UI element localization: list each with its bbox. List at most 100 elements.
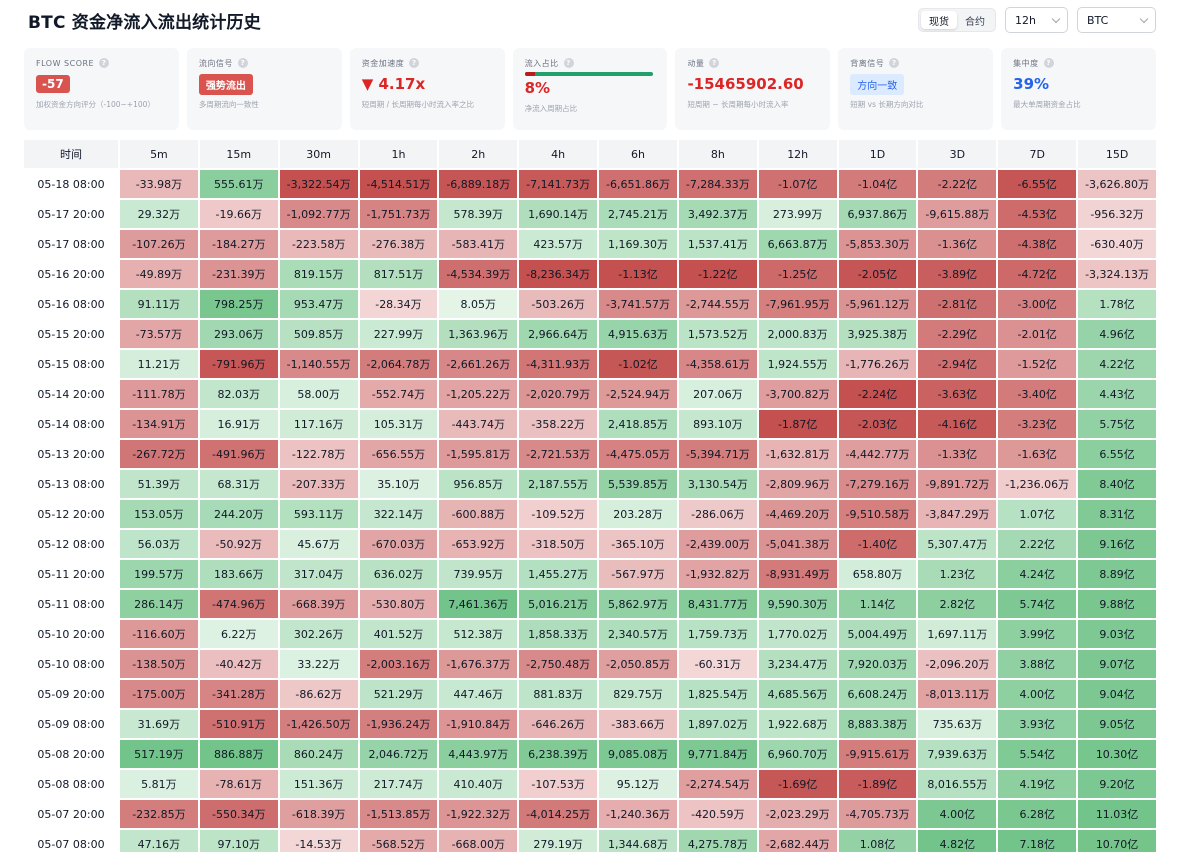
flow-cell: 739.95万 — [439, 560, 518, 588]
flow-cell: -3,847.29万 — [918, 500, 997, 528]
flow-cell: 4.22亿 — [1078, 350, 1156, 378]
flow-cell: -4,014.25万 — [519, 800, 598, 828]
column-header[interactable]: 15m — [199, 140, 278, 168]
row-time: 05-17 20:00 — [24, 200, 118, 228]
flow-cell: -9,615.88万 — [918, 200, 997, 228]
flow-cell: -5,394.71万 — [678, 440, 757, 468]
flow-cell: -207.33万 — [279, 470, 358, 498]
column-header[interactable]: 2h — [439, 140, 518, 168]
table-row: 05-12 20:00 153.05万 244.20万 593.11万 322.14万 -… — [24, 500, 1156, 528]
flow-cell: 203.28万 — [599, 500, 677, 528]
flow-cell: 4,443.97万 — [439, 740, 518, 768]
flow-cell: 199.57万 — [120, 560, 198, 588]
flow-cell: 31.69万 — [120, 710, 198, 738]
flow-cell: -2.29亿 — [918, 320, 997, 348]
help-icon[interactable]: ? — [889, 58, 900, 68]
help-icon[interactable]: ? — [237, 58, 248, 68]
flow-cell: -2,023.29万 — [758, 800, 837, 828]
metric-label: 背离信号? — [850, 57, 981, 69]
row-time: 05-15 20:00 — [24, 320, 118, 348]
help-icon[interactable]: ? — [99, 58, 110, 68]
flow-cell: -4,514.51万 — [359, 170, 438, 198]
column-header[interactable]: 1D — [838, 140, 917, 168]
flow-history-table-container[interactable]: 时间 5m 15m 30m 1h 2h 4h 6h 8h 12h 1D 3D 7D 15D 05-18 0… — [24, 140, 1156, 852]
flow-cell: -2.94亿 — [918, 350, 997, 378]
flow-cell: -49.89万 — [120, 260, 198, 288]
help-icon[interactable]: ? — [409, 58, 420, 68]
flow-cell: 2,418.85万 — [599, 410, 677, 438]
column-header[interactable]: 7D — [998, 140, 1077, 168]
table-header-row: 时间 5m 15m 30m 1h 2h 4h 6h 8h 12h 1D 3D 7D 15D — [24, 140, 1156, 168]
flow-cell: -1,426.50万 — [279, 710, 358, 738]
help-icon[interactable]: ? — [563, 58, 574, 68]
flow-cell: -19.66万 — [199, 200, 278, 228]
flow-cell: -3,700.82万 — [758, 380, 837, 408]
flow-cell: -1.87亿 — [758, 410, 837, 438]
flow-cell: -530.80万 — [359, 590, 438, 618]
metric-card: 背离信号? 方向一致 短期 vs 长期方向对比 — [838, 48, 994, 130]
metric-value: ▼ 4.17x — [361, 75, 426, 93]
column-header[interactable]: 15D — [1078, 140, 1156, 168]
flow-cell: 4,685.56万 — [758, 680, 837, 708]
flow-cell: -1,092.77万 — [279, 200, 358, 228]
row-time: 05-10 08:00 — [24, 650, 118, 678]
flow-cell: -8,236.34万 — [519, 260, 598, 288]
flow-cell: 1,690.14万 — [519, 200, 598, 228]
flow-cell: 8,883.38万 — [838, 710, 917, 738]
flow-cell: -4,475.05万 — [599, 440, 677, 468]
column-header[interactable]: 4h — [519, 140, 598, 168]
flow-cell: 423.57万 — [519, 230, 598, 258]
column-header[interactable]: 30m — [279, 140, 358, 168]
flow-history-table: 时间 5m 15m 30m 1h 2h 4h 6h 8h 12h 1D 3D 7D 15D 05-18 0… — [24, 140, 1156, 852]
interval-select[interactable]: 12h — [1005, 7, 1068, 33]
flow-cell: -474.96万 — [199, 590, 278, 618]
flow-cell: -503.26万 — [519, 290, 598, 318]
flow-cell: 45.67万 — [279, 530, 358, 558]
row-time: 05-18 08:00 — [24, 170, 118, 198]
column-header[interactable]: 8h — [678, 140, 757, 168]
flow-cell: 117.16万 — [279, 410, 358, 438]
flow-cell: 7,461.36万 — [439, 590, 518, 618]
table-row: 05-07 20:00 -232.85万 -550.34万 -618.39万 -1,51… — [24, 800, 1156, 828]
flow-cell: -420.59万 — [678, 800, 757, 828]
table-row: 05-18 08:00 -33.98万 555.61万 -3,322.54万 -4,51… — [24, 170, 1156, 198]
table-row: 05-14 08:00 -134.91万 16.91万 117.16万 105.31万 -… — [24, 410, 1156, 438]
flow-cell: -2,064.78万 — [359, 350, 438, 378]
flow-cell: 317.04万 — [279, 560, 358, 588]
flow-cell: 3,234.47万 — [758, 650, 837, 678]
flow-cell: 829.75万 — [599, 680, 677, 708]
column-header[interactable]: 5m — [120, 140, 198, 168]
symbol-select[interactable]: BTC — [1077, 7, 1156, 33]
help-icon[interactable]: ? — [709, 58, 720, 68]
metric-value: 8% — [524, 79, 551, 97]
flow-cell: 5,307.47万 — [918, 530, 997, 558]
column-header[interactable]: 1h — [359, 140, 438, 168]
market-type-toggle[interactable]: 现货 合约 — [918, 8, 996, 32]
table-row: 05-17 20:00 29.32万 -19.66万 -1,092.77万 -1,751… — [24, 200, 1156, 228]
flow-cell: -3.00亿 — [998, 290, 1077, 318]
flow-cell: -78.61万 — [199, 770, 278, 798]
help-icon[interactable]: ? — [1043, 58, 1054, 68]
flow-cell: 273.99万 — [758, 200, 837, 228]
flow-cell: 735.63万 — [918, 710, 997, 738]
column-header[interactable]: 时间 — [24, 140, 118, 168]
flow-cell: -5,853.30万 — [838, 230, 917, 258]
flow-cell: -670.03万 — [359, 530, 438, 558]
flow-cell: 244.20万 — [199, 500, 278, 528]
column-header[interactable]: 6h — [599, 140, 677, 168]
table-row: 05-09 08:00 31.69万 -510.91万 -1,426.50万 -1,93… — [24, 710, 1156, 738]
flow-cell: -646.26万 — [519, 710, 598, 738]
spot-tab[interactable]: 现货 — [921, 11, 957, 29]
metric-value: 39% — [1013, 75, 1050, 93]
flow-cell: -4.16亿 — [918, 410, 997, 438]
column-header[interactable]: 12h — [758, 140, 837, 168]
inflow-ratio-fill — [524, 72, 535, 76]
flow-cell: -1.04亿 — [838, 170, 917, 198]
flow-cell: -4.72亿 — [998, 260, 1077, 288]
flow-cell: -2,682.44万 — [758, 830, 837, 852]
flow-cell: -4.53亿 — [998, 200, 1077, 228]
flow-cell: -630.40万 — [1078, 230, 1156, 258]
futures-tab[interactable]: 合约 — [965, 16, 985, 28]
column-header[interactable]: 3D — [918, 140, 997, 168]
flow-cell: -552.74万 — [359, 380, 438, 408]
